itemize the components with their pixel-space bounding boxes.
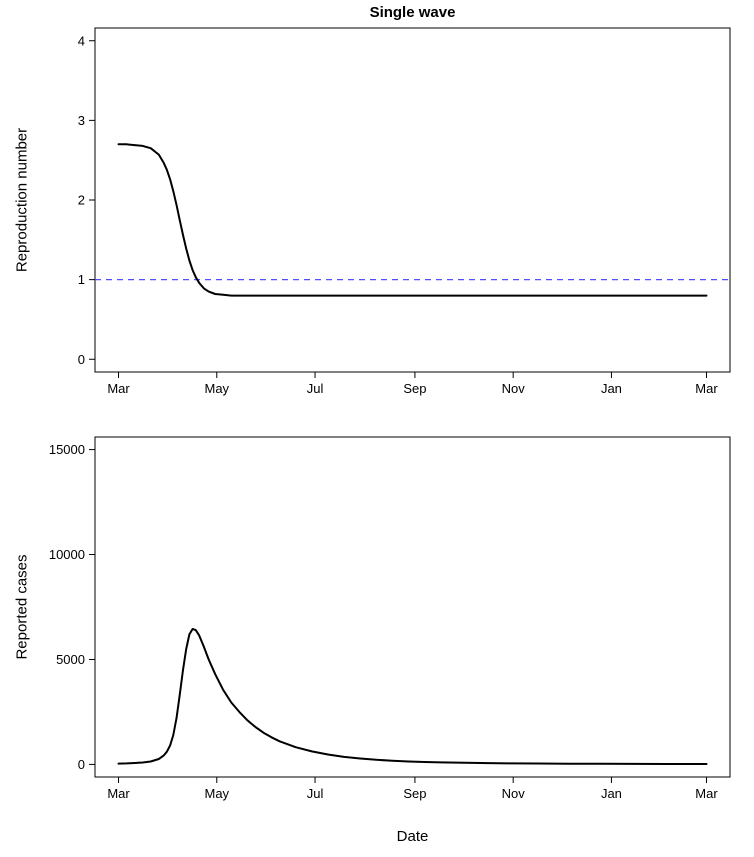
y-tick-label: 1 [78, 272, 85, 287]
y-tick-label: 0 [78, 352, 85, 367]
x-tick-label: Mar [107, 381, 130, 396]
y-tick-label: 10000 [49, 547, 85, 562]
plot-box [94, 27, 731, 373]
x-tick-label: May [204, 786, 229, 801]
x-tick-label: Mar [695, 786, 718, 801]
x-tick-label: Mar [107, 786, 130, 801]
plot-box [94, 436, 731, 778]
y-tick-label: 0 [78, 757, 85, 772]
x-tick-label: Jul [307, 381, 324, 396]
chart-title: Single wave [369, 4, 456, 21]
y-tick-label: 2 [78, 193, 85, 208]
x-axis-label-date: Date [396, 828, 429, 845]
y-axis-label-reported-cases: Reported cases [13, 554, 31, 660]
y-axis-label-reproduction-number: Reproduction number [13, 127, 31, 273]
x-tick-label: Nov [502, 381, 526, 396]
x-tick-label: Mar [695, 381, 718, 396]
y-tick-label: 15000 [49, 442, 85, 457]
x-tick-label: Sep [403, 786, 426, 801]
x-tick-label: Jan [601, 786, 622, 801]
x-tick-label: May [204, 381, 229, 396]
series-line-reproduction-number [117, 143, 708, 297]
y-tick-label: 3 [78, 113, 85, 128]
x-tick-label: Nov [502, 786, 526, 801]
x-tick-label: Jul [307, 786, 324, 801]
x-tick-label: Sep [403, 381, 426, 396]
series-line-reported-cases [117, 628, 708, 765]
x-tick-label: Jan [601, 381, 622, 396]
y-tick-label: 4 [78, 33, 85, 48]
y-tick-label: 5000 [56, 652, 85, 667]
